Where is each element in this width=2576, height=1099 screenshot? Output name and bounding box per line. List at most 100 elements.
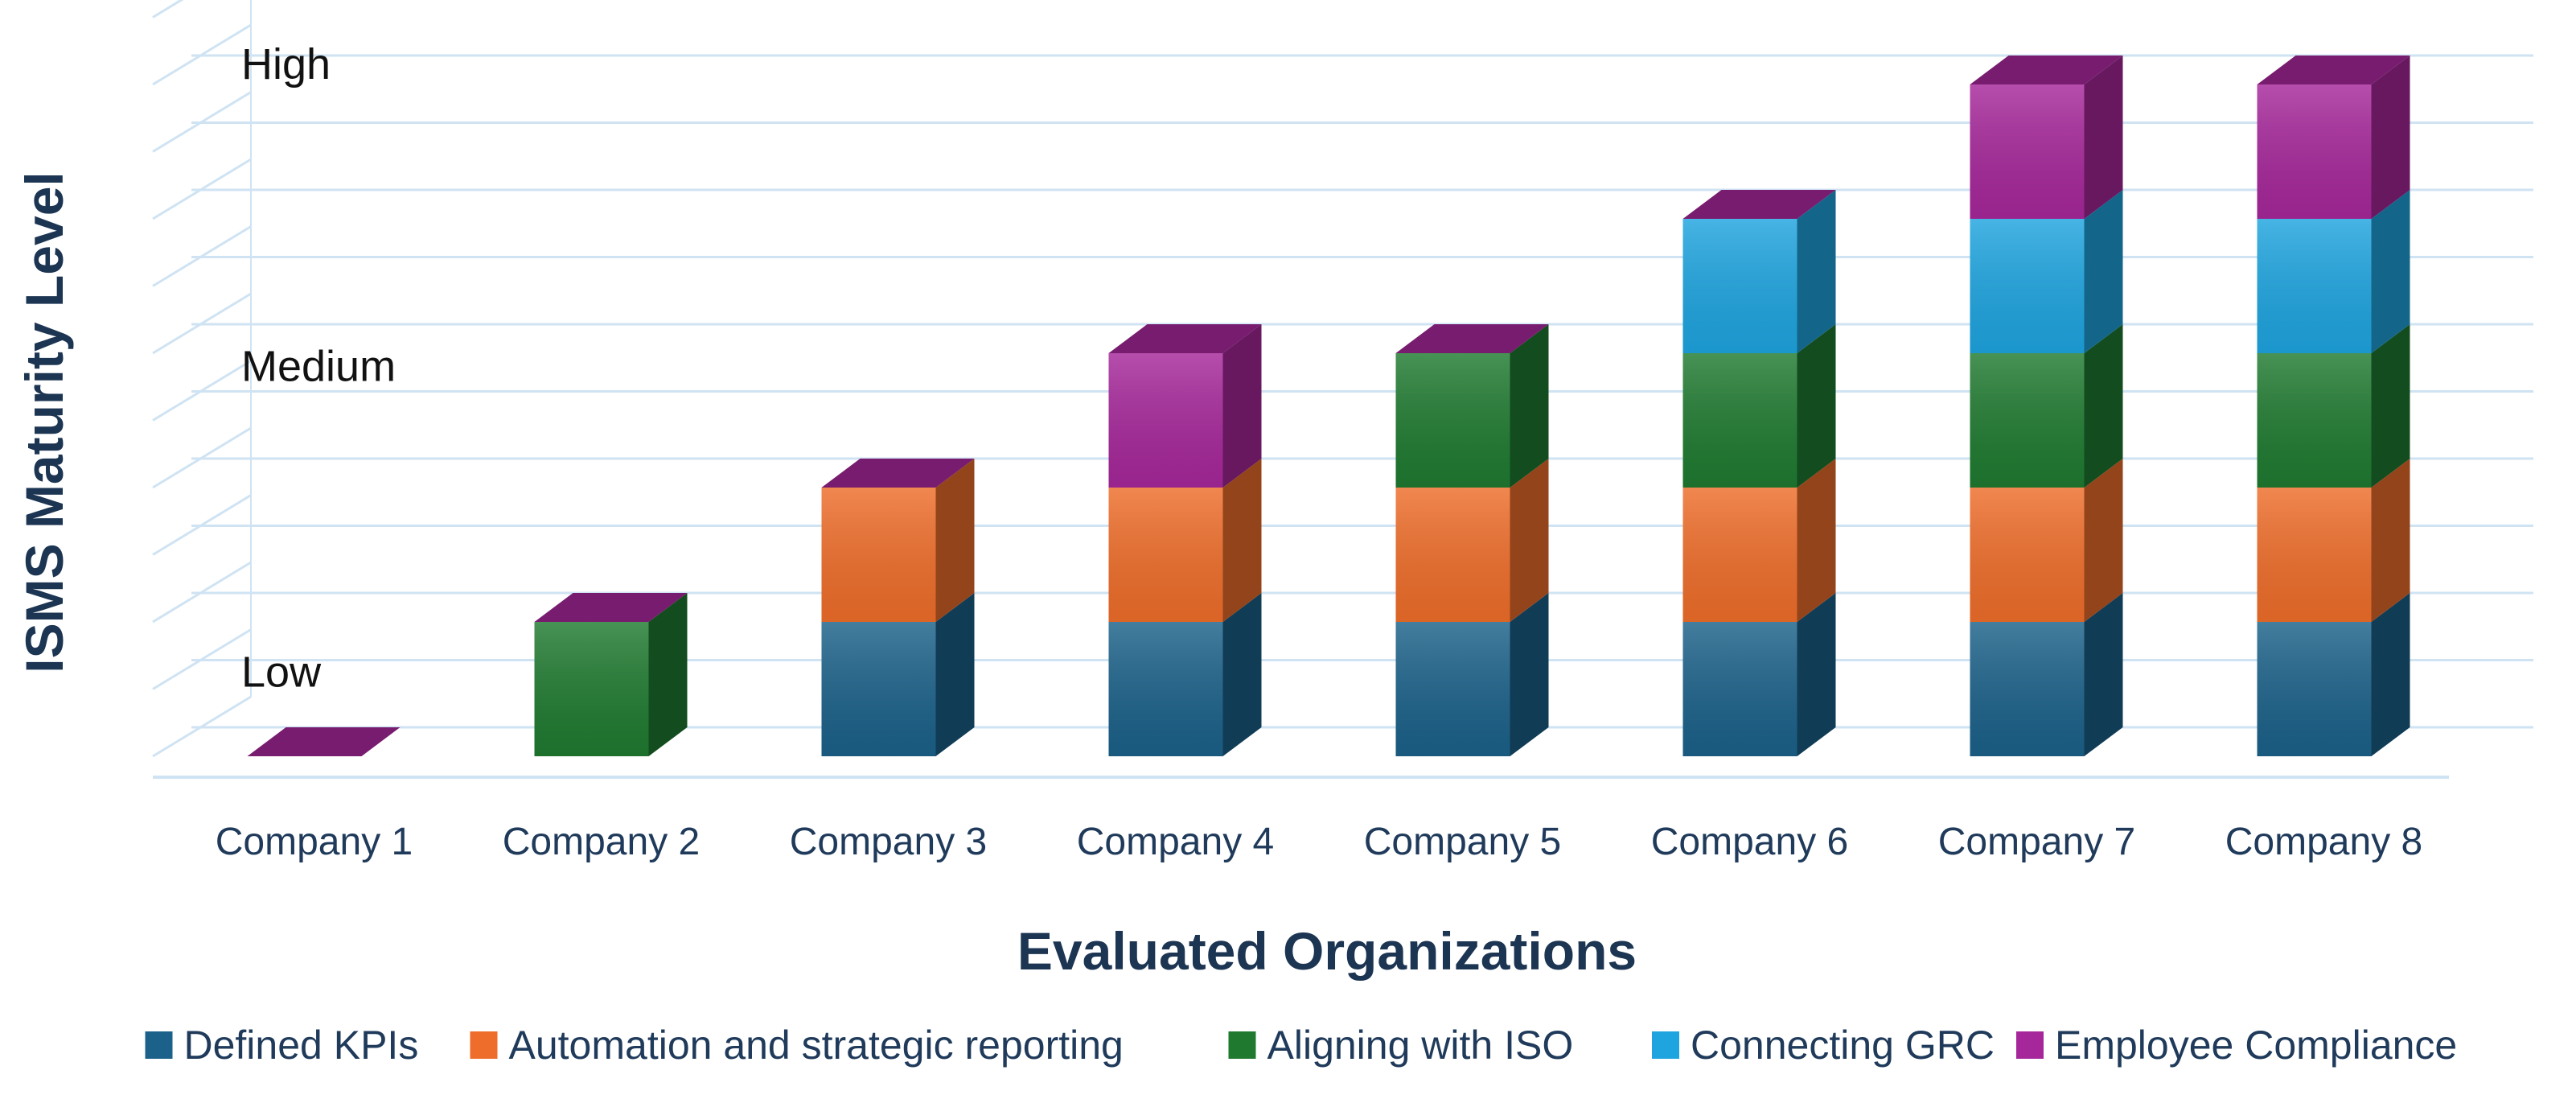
bar-side <box>1510 593 1549 756</box>
bar-side <box>2371 324 2410 488</box>
bar-side <box>2371 56 2410 219</box>
bar-segment <box>1970 324 2123 488</box>
bar-segment <box>1108 459 1262 622</box>
bar-side <box>1797 324 1836 488</box>
grid-line-diagonal <box>152 426 252 489</box>
bar-side <box>2084 459 2123 622</box>
bar-side <box>2084 324 2123 488</box>
bar-side <box>1797 459 1836 622</box>
legend-label: Aligning with ISO <box>1267 1023 1574 1068</box>
x-tick-label: Company 6 <box>1651 821 1848 863</box>
bar-top-cap <box>1395 324 1549 353</box>
bar-side <box>2371 190 2410 353</box>
bars <box>247 56 2410 756</box>
legend-item: Aligning with ISO <box>1228 1023 1574 1068</box>
grid-line-diagonal <box>152 628 252 690</box>
bar-side <box>935 459 975 622</box>
bar-side <box>1510 324 1549 488</box>
legend-item: Automation and strategic reporting <box>470 1023 1124 1068</box>
legend-swatch <box>1652 1031 1679 1059</box>
legend-label: Connecting GRC <box>1691 1023 1995 1068</box>
bar-segment <box>1970 190 2123 353</box>
grid-line-diagonal <box>152 23 252 86</box>
grid-line-diagonal <box>152 292 252 355</box>
legend-item: Connecting GRC <box>1652 1023 1995 1068</box>
grid-line-diagonal <box>152 494 252 556</box>
grid-line-diagonal <box>152 561 252 624</box>
bar-segment <box>2257 324 2410 488</box>
x-tick-label: Company 8 <box>2225 821 2422 863</box>
x-axis-title: Evaluated Organizations <box>1017 921 1637 981</box>
bar-top-cap <box>821 459 975 488</box>
legend-item: Employee Compliance <box>2016 1023 2457 1068</box>
bar-side <box>935 593 975 756</box>
bar-segment <box>2257 190 2410 353</box>
y-level-label: Medium <box>241 343 396 391</box>
bar-segment <box>1970 459 2123 622</box>
x-tick-label: Company 7 <box>1938 821 2135 863</box>
bar-segment <box>1682 190 1836 353</box>
bar-segment <box>1395 459 1549 622</box>
y-axis-title: ISMS Maturity Level <box>14 171 74 673</box>
x-tick-label: Company 3 <box>790 821 987 863</box>
grid-line-diagonal <box>152 91 252 153</box>
bar-top-cap <box>1682 190 1836 219</box>
bar-top-cap <box>247 727 401 756</box>
bar-segment <box>1682 593 1836 756</box>
grid-lines <box>152 0 2533 779</box>
grid-line-diagonal <box>152 158 252 220</box>
bar-side <box>2371 459 2410 622</box>
legend-swatch <box>1228 1031 1256 1059</box>
bar-side <box>2084 56 2123 219</box>
bar-segment <box>1108 593 1262 756</box>
grid-line-diagonal <box>152 225 252 287</box>
legend-item: Defined KPIs <box>145 1023 419 1068</box>
legend: Defined KPIs Automation and strategic rep… <box>145 1023 2457 1068</box>
bar-segment <box>821 459 975 622</box>
bar-side <box>1797 593 1836 756</box>
bar-segment <box>1970 593 2123 756</box>
x-tick-label: Company 5 <box>1364 821 1561 863</box>
bar-side <box>1510 459 1549 622</box>
bar-top-cap <box>2257 56 2410 84</box>
x-tick-labels: Company 1 Company 2 Company 3 Company 4 Comp… <box>216 821 2422 863</box>
grid-line-diagonal <box>152 360 252 422</box>
bar-segment <box>2257 593 2410 756</box>
bar-segment <box>2257 56 2410 219</box>
bar-side <box>2084 593 2123 756</box>
legend-swatch <box>2016 1031 2044 1059</box>
legend-label: Employee Compliance <box>2055 1023 2457 1068</box>
bar-side <box>2084 190 2123 353</box>
bar-segment <box>1682 459 1836 622</box>
grid-line-diagonal <box>152 0 184 19</box>
bar-segment <box>1970 56 2123 219</box>
y-level-labels: Low Medium High <box>241 40 396 697</box>
bar-segment <box>1682 324 1836 488</box>
bar-segment <box>1108 324 1262 488</box>
bar-segment <box>821 593 975 756</box>
bar-side <box>1222 593 1262 756</box>
bar-segment <box>1395 324 1549 488</box>
bar-top-cap <box>534 593 688 622</box>
bar-top-cap <box>1970 56 2123 84</box>
x-tick-label: Company 2 <box>503 821 700 863</box>
x-tick-label: Company 1 <box>216 821 413 863</box>
y-level-label: Low <box>241 648 322 697</box>
bar-side <box>1797 190 1836 353</box>
legend-swatch <box>470 1031 498 1059</box>
y-level-label: High <box>241 40 331 88</box>
bar-segment <box>2257 459 2410 622</box>
grid-line-diagonal <box>152 695 252 758</box>
bar-side <box>2371 593 2410 756</box>
legend-swatch <box>145 1031 173 1059</box>
bar-segment <box>534 593 688 756</box>
legend-label: Defined KPIs <box>184 1023 419 1068</box>
bar-side <box>648 593 688 756</box>
bar-side <box>1222 324 1262 488</box>
bar-top-cap <box>1108 324 1262 353</box>
x-tick-label: Company 4 <box>1077 821 1274 863</box>
bar-side <box>1222 459 1262 622</box>
legend-label: Automation and strategic reporting <box>509 1023 1124 1068</box>
bar-segment <box>1395 593 1549 756</box>
